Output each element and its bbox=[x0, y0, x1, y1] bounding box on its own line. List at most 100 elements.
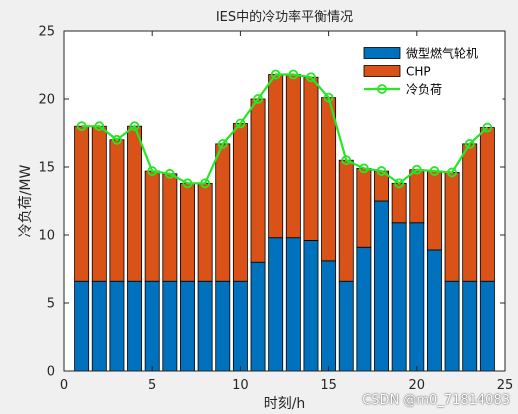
cooling-load-point bbox=[288, 69, 299, 80]
cooling-load-point bbox=[394, 178, 405, 189]
bar-chp bbox=[162, 173, 178, 282]
bar-micro-turbine bbox=[462, 280, 478, 372]
y-tick-label: 5 bbox=[47, 297, 55, 312]
bar-micro-turbine bbox=[374, 200, 389, 372]
cooling-load-point bbox=[306, 72, 316, 83]
x-tick-label: 25 bbox=[497, 378, 514, 393]
bar-micro-turbine bbox=[232, 280, 248, 372]
bar-chp bbox=[109, 139, 125, 282]
bar-micro-turbine bbox=[180, 280, 195, 372]
bar-chp bbox=[74, 125, 90, 282]
bar-micro-turbine bbox=[215, 280, 231, 372]
x-axis-label: 时刻/h bbox=[264, 396, 306, 412]
y-tick-label: 15 bbox=[38, 161, 55, 176]
line-layer bbox=[76, 69, 493, 189]
plot-border bbox=[63, 30, 506, 372]
bar-chp bbox=[462, 143, 478, 282]
bar-micro-turbine bbox=[338, 280, 354, 372]
x-tick-label: 20 bbox=[409, 378, 426, 393]
cooling-load-point bbox=[76, 121, 87, 132]
bar-chp bbox=[444, 172, 460, 282]
bar-micro-turbine bbox=[197, 280, 213, 372]
bar-micro-turbine bbox=[91, 280, 107, 372]
cooling-load-point bbox=[464, 138, 475, 149]
cooling-load-point bbox=[270, 69, 281, 80]
cooling-load-point bbox=[429, 166, 440, 176]
y-tick-label: 10 bbox=[38, 229, 55, 244]
bar-micro-turbine bbox=[268, 237, 284, 372]
bar-micro-turbine bbox=[391, 222, 407, 372]
bar-chp bbox=[144, 170, 160, 282]
cooling-load-point bbox=[323, 92, 334, 103]
bar-micro-turbine bbox=[74, 280, 90, 372]
bar-chp bbox=[321, 97, 337, 262]
cooling-load-point bbox=[182, 178, 193, 189]
cooling-load-point bbox=[147, 166, 158, 176]
legend-label-chp: CHP bbox=[406, 65, 431, 79]
legend: 微型燃气轮机 CHP 冷负荷 bbox=[358, 39, 503, 105]
x-tick-label: 0 bbox=[60, 378, 68, 393]
cooling-load-point bbox=[411, 164, 422, 175]
cooling-load-point bbox=[94, 121, 105, 132]
bar-micro-turbine bbox=[444, 280, 460, 372]
bar-micro-turbine bbox=[479, 280, 495, 372]
cooling-load-point bbox=[112, 134, 122, 145]
legend-swatch-micro-turbine bbox=[363, 47, 401, 59]
bar-micro-turbine bbox=[356, 246, 372, 372]
bar-chp bbox=[338, 159, 354, 282]
cooling-load-point bbox=[129, 121, 140, 132]
cooling-load-line bbox=[81, 73, 489, 185]
cooling-load-point bbox=[358, 163, 369, 174]
y-tick-label: 25 bbox=[38, 25, 55, 40]
cooling-load-point bbox=[447, 167, 457, 178]
bar-chp bbox=[197, 182, 213, 282]
cooling-load-point bbox=[235, 118, 246, 129]
bar-micro-turbine bbox=[426, 249, 442, 372]
x-tick-label: 15 bbox=[320, 378, 337, 393]
y-tick-label: 0 bbox=[47, 365, 55, 380]
cooling-load-point bbox=[482, 122, 493, 133]
bar-chp bbox=[180, 182, 195, 282]
cooling-load-point bbox=[164, 168, 175, 179]
x-tick-label: 5 bbox=[148, 378, 156, 393]
bar-micro-turbine bbox=[285, 237, 301, 372]
chart-title: IES中的冷功率平衡情况 bbox=[216, 9, 353, 25]
legend-label-cooling-load: 冷负荷 bbox=[406, 83, 442, 97]
x-tick-label: 10 bbox=[232, 378, 249, 393]
bar-chp bbox=[215, 143, 231, 282]
bar-chp bbox=[285, 74, 301, 239]
bar-chp bbox=[91, 125, 107, 282]
cooling-load-point bbox=[200, 178, 211, 189]
bar-chp bbox=[356, 167, 372, 248]
bar-chp bbox=[232, 123, 248, 282]
cooling-load-point bbox=[341, 155, 352, 166]
ticks-layer: 0 5 10 15 20 25 0 5 10 15 20 25 bbox=[38, 25, 513, 394]
bar-micro-turbine bbox=[250, 261, 266, 372]
bar-chp bbox=[479, 127, 495, 282]
legend-marker-cooling-load bbox=[377, 84, 387, 94]
cooling-load-point bbox=[253, 94, 263, 104]
bar-chp bbox=[426, 170, 442, 251]
bar-micro-turbine bbox=[127, 280, 143, 372]
y-tick-label: 20 bbox=[38, 93, 55, 108]
cooling-load-point bbox=[217, 138, 228, 149]
bar-chp bbox=[391, 182, 407, 224]
legend-label-micro-turbine: 微型燃气轮机 bbox=[406, 46, 478, 61]
bar-chp bbox=[250, 98, 266, 263]
bar-micro-turbine bbox=[109, 280, 125, 372]
bar-micro-turbine bbox=[321, 260, 337, 372]
legend-swatch-chp bbox=[363, 65, 401, 77]
y-axis-label: 冷负荷/MW bbox=[18, 165, 34, 238]
bar-micro-turbine bbox=[162, 280, 178, 372]
watermark: CSDN @m0_71814083 bbox=[362, 393, 510, 408]
bar-micro-turbine bbox=[409, 222, 425, 372]
cooling-load-point bbox=[376, 166, 387, 176]
bar-chp bbox=[127, 125, 143, 282]
bar-chp bbox=[409, 169, 425, 224]
bar-chp bbox=[303, 76, 319, 241]
bar-chp bbox=[268, 74, 284, 239]
bar-micro-turbine bbox=[303, 240, 319, 372]
bar-micro-turbine bbox=[144, 280, 160, 372]
